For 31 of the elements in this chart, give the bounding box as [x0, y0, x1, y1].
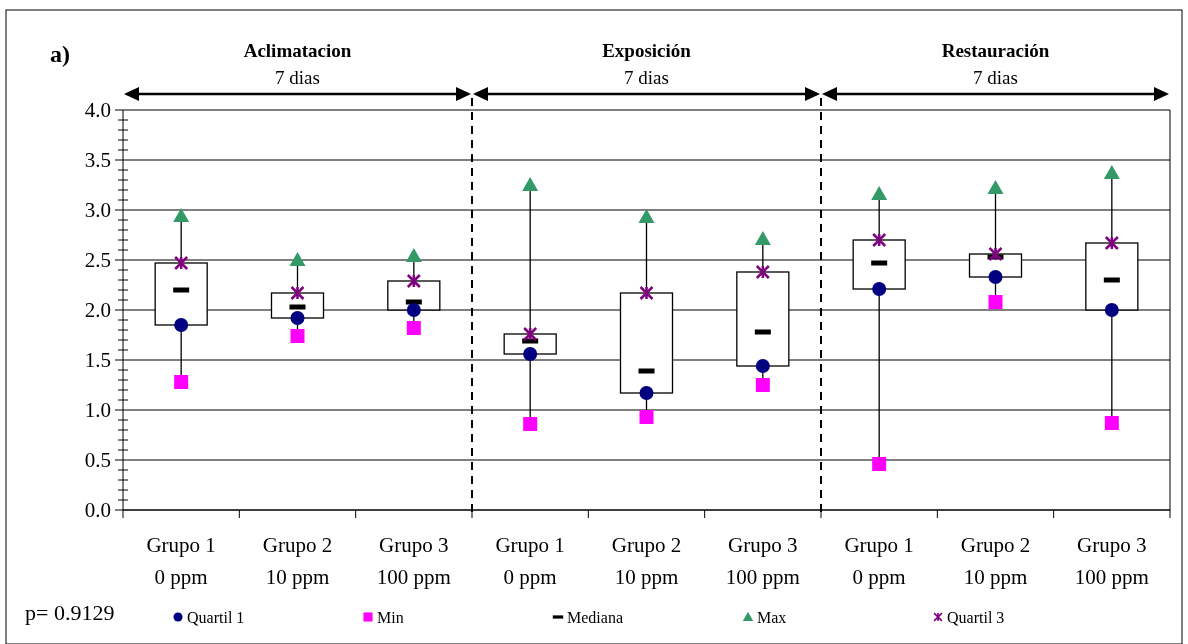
y-tick-label: 2.5 — [84, 248, 111, 273]
x-tick-label: Grupo 3 100 ppm — [725, 533, 800, 589]
y-tick-label: 0.5 — [84, 448, 111, 473]
text: 7 dias — [973, 67, 1018, 88]
legend-label: Mediana — [567, 608, 623, 626]
text: Exposición — [602, 40, 692, 61]
x-tick-label: Grupo 1 0 ppm — [495, 533, 565, 589]
x-tick-label: Grupo 2 10 ppm — [262, 533, 333, 589]
x-tick-label: Grupo 1 0 ppm — [146, 533, 216, 589]
y-tick-label: 3.0 — [84, 198, 111, 223]
x-tick-label: Grupo 1 0 ppm — [844, 533, 914, 589]
text: p= 0.9129 — [25, 600, 115, 625]
text: 7 dias — [624, 67, 669, 88]
y-tick-label: 2.0 — [84, 298, 111, 323]
x-tick-label: Grupo 2 10 ppm — [960, 533, 1031, 589]
x-tick-label: Grupo 3 100 ppm — [376, 533, 451, 589]
text: Restauración — [941, 40, 1050, 61]
x-tick-label: Grupo 2 10 ppm — [611, 533, 682, 589]
y-tick-label: 0.0 — [84, 498, 111, 523]
legend-label: Quartil 3 — [947, 608, 1005, 626]
y-tick-label: 1.0 — [84, 398, 111, 423]
y-tick-label: 1.5 — [84, 348, 111, 373]
text: a) — [50, 41, 70, 67]
legend-label: Min — [377, 608, 404, 626]
text: Aclimatacion — [243, 40, 352, 61]
legend-label: Quartil 1 — [187, 608, 245, 626]
text: 7 dias — [275, 67, 320, 88]
y-tick-label: 3.5 — [84, 148, 111, 173]
x-tick-label: Grupo 3 100 ppm — [1074, 533, 1149, 589]
y-tick-label: 4.0 — [84, 98, 111, 123]
legend-label: Max — [757, 608, 787, 626]
